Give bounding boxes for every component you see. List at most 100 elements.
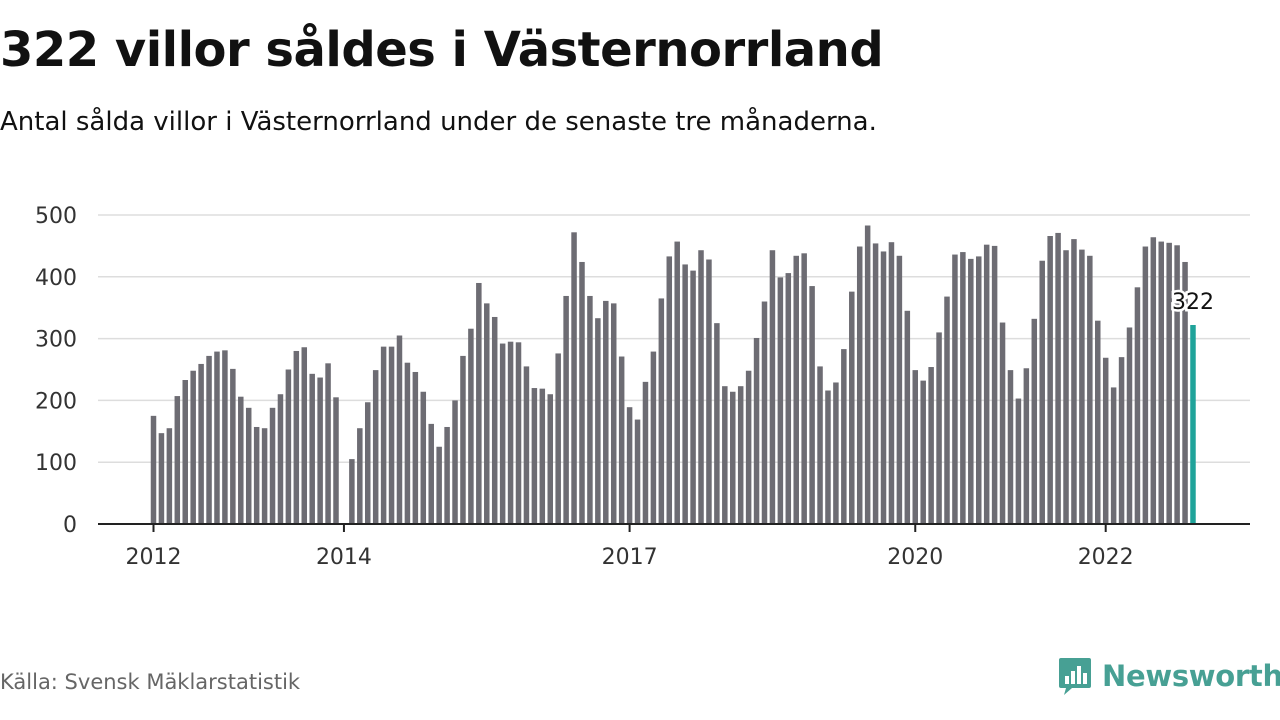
bar — [737, 386, 744, 524]
bar — [238, 396, 244, 524]
bar — [991, 245, 998, 524]
bar — [793, 255, 799, 524]
bar — [1031, 318, 1038, 524]
bar — [975, 256, 982, 524]
bar — [484, 303, 490, 524]
bar — [579, 261, 585, 524]
bar — [785, 273, 792, 524]
bar — [849, 291, 855, 524]
x-tick-label: 2014 — [316, 545, 372, 570]
bar — [222, 350, 228, 524]
bar — [515, 342, 522, 524]
bar — [388, 346, 395, 524]
logo-text: Newsworthy — [1102, 659, 1280, 693]
bar — [714, 323, 720, 524]
bar — [912, 370, 919, 524]
bar — [531, 388, 538, 524]
bar — [658, 298, 665, 524]
bar — [1007, 370, 1014, 524]
bar — [698, 250, 704, 524]
bar — [563, 295, 569, 524]
bar — [999, 322, 1006, 524]
bar — [357, 428, 363, 524]
bar — [1047, 236, 1053, 524]
bar — [960, 252, 966, 524]
bar — [769, 250, 776, 524]
bar — [1166, 242, 1172, 524]
bar — [809, 286, 815, 524]
bar — [198, 363, 204, 524]
bar — [706, 259, 712, 524]
bar — [404, 362, 411, 524]
x-tick-label: 2017 — [602, 545, 658, 570]
bar — [880, 251, 887, 524]
bar — [1110, 387, 1117, 524]
bar — [872, 243, 879, 525]
bar — [1134, 287, 1141, 524]
bar — [1023, 368, 1030, 524]
bar — [1142, 246, 1149, 524]
bar — [1039, 260, 1045, 524]
bar — [595, 318, 601, 524]
bar — [325, 363, 331, 524]
bar — [539, 388, 546, 524]
bar — [261, 428, 268, 524]
bar — [904, 310, 911, 524]
y-tick-label: 0 — [63, 513, 77, 538]
bar — [206, 355, 212, 524]
bar — [1055, 232, 1061, 524]
bar — [293, 350, 300, 524]
bar — [888, 242, 895, 524]
source-note: Källa: Svensk Mäklarstatistik — [0, 670, 301, 694]
bar — [674, 241, 680, 524]
bar — [603, 300, 609, 524]
bar — [753, 337, 760, 524]
bar — [253, 426, 260, 524]
bar — [349, 459, 355, 524]
chart-title: 322 villor såldes i Västernorrland — [0, 22, 884, 78]
bar — [523, 366, 530, 524]
x-tick-label: 2020 — [887, 545, 943, 570]
bar — [420, 391, 427, 524]
bar — [277, 394, 284, 524]
bar — [730, 391, 736, 524]
newsworthy-logo: Newsworthy — [1058, 654, 1280, 698]
bar — [269, 407, 276, 524]
x-axis — [98, 523, 1250, 532]
bar — [428, 423, 434, 524]
bar — [968, 258, 974, 524]
bar — [1118, 357, 1125, 524]
bar — [666, 256, 673, 524]
bar — [920, 380, 926, 524]
bar — [1015, 398, 1022, 524]
y-tick-label: 500 — [35, 204, 77, 229]
y-tick-label: 100 — [35, 451, 77, 476]
bars — [150, 225, 1196, 525]
bar — [928, 367, 934, 524]
bar — [856, 246, 863, 524]
bar — [944, 296, 950, 524]
bar — [1102, 357, 1109, 524]
bar — [476, 282, 482, 524]
bar — [214, 351, 220, 524]
bar — [864, 225, 871, 525]
bar — [642, 381, 649, 524]
bar — [1158, 241, 1164, 524]
bar — [634, 419, 641, 524]
bar — [166, 428, 173, 524]
bar — [745, 370, 752, 524]
bar — [158, 433, 165, 524]
last-value-label: 322 — [1172, 290, 1214, 315]
bar — [610, 303, 617, 524]
bar — [468, 328, 474, 524]
bar — [626, 407, 633, 524]
bar — [174, 396, 181, 524]
x-tick-label: 2022 — [1078, 545, 1134, 570]
bar — [1150, 237, 1157, 525]
bar — [364, 402, 371, 524]
bar — [182, 380, 188, 524]
bar — [555, 353, 561, 524]
bar — [317, 377, 323, 524]
bar — [952, 254, 958, 524]
bar — [983, 244, 990, 524]
